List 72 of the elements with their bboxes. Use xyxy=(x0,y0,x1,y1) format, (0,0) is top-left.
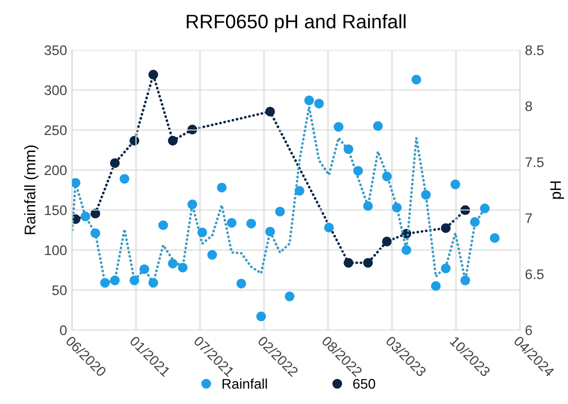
point xyxy=(470,217,480,227)
point xyxy=(90,228,100,238)
legend-label: 650 xyxy=(353,378,376,389)
legend-label: Rainfall xyxy=(222,378,267,389)
y2-axis-title: pH xyxy=(550,181,564,199)
point xyxy=(421,190,431,200)
point xyxy=(373,121,383,131)
point xyxy=(72,178,80,188)
point xyxy=(246,218,256,228)
y-tick-label: 250 xyxy=(44,125,67,136)
point xyxy=(304,96,314,106)
point xyxy=(80,212,90,222)
point xyxy=(294,186,304,196)
point xyxy=(344,144,354,154)
y2-tick-label: 6 xyxy=(526,325,532,336)
point xyxy=(139,264,150,274)
point xyxy=(216,182,227,192)
y2-tick-label: 8 xyxy=(525,101,532,112)
point xyxy=(90,208,100,218)
point xyxy=(344,258,354,268)
point xyxy=(480,204,490,214)
point xyxy=(460,276,470,286)
point xyxy=(197,228,208,238)
y-tick-label: 0 xyxy=(60,325,67,336)
point xyxy=(110,276,120,286)
y-tick-label: 100 xyxy=(45,245,67,256)
point xyxy=(100,278,110,288)
point xyxy=(363,201,373,211)
y2-tick-label: 8.5 xyxy=(525,45,544,56)
point xyxy=(178,262,188,272)
point xyxy=(120,174,130,184)
point xyxy=(334,122,344,132)
chart-title: RRF0650 pH and Rainfall xyxy=(186,14,406,32)
point xyxy=(265,106,275,116)
point xyxy=(187,200,198,210)
point xyxy=(148,278,158,288)
point xyxy=(363,258,373,268)
point xyxy=(430,281,441,291)
y-axis-title: Rainfall (mm) xyxy=(24,146,38,234)
point xyxy=(168,258,178,268)
point xyxy=(168,136,178,146)
y2-tick-label: 7 xyxy=(526,213,532,224)
point xyxy=(236,278,246,288)
point xyxy=(314,98,324,108)
point xyxy=(382,236,392,246)
y2-tick-label: 7.5 xyxy=(526,157,544,168)
y-tick-label: 50 xyxy=(52,285,67,296)
point xyxy=(324,222,334,232)
point xyxy=(284,292,294,302)
point xyxy=(440,264,451,274)
y-tick-label: 300 xyxy=(44,85,67,96)
point xyxy=(256,312,266,322)
point xyxy=(130,276,140,286)
point xyxy=(490,233,500,243)
y-tick-label: 350 xyxy=(44,45,67,56)
point xyxy=(148,70,158,80)
point xyxy=(411,74,422,84)
point xyxy=(110,158,120,168)
y2-tick-label: 6.5 xyxy=(526,269,544,280)
y-tick-label: 150 xyxy=(45,205,67,216)
point xyxy=(402,245,412,255)
point xyxy=(450,180,460,190)
point xyxy=(265,226,275,236)
point xyxy=(226,218,237,228)
point xyxy=(392,202,402,212)
y-tick-label: 200 xyxy=(44,165,67,176)
point xyxy=(158,220,168,230)
point xyxy=(275,206,285,216)
point xyxy=(440,223,451,233)
point xyxy=(207,250,218,260)
point xyxy=(382,172,392,182)
point xyxy=(353,166,363,176)
